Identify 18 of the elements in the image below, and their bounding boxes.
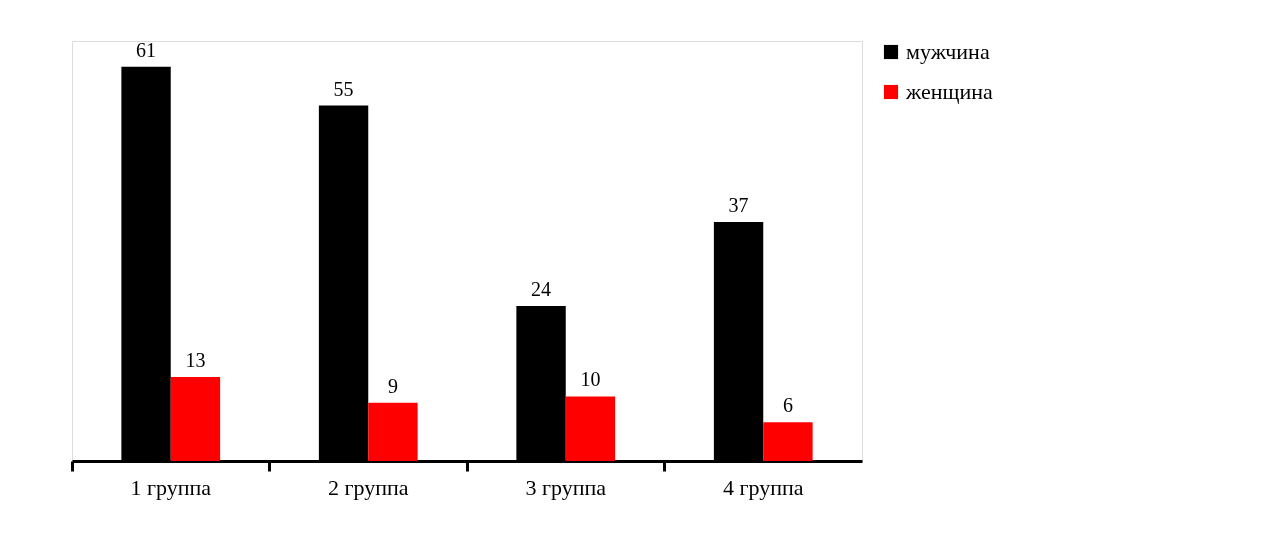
- bar: [170, 377, 221, 461]
- bar: [763, 422, 813, 461]
- data-label: 9: [387, 374, 398, 397]
- x-tick-label: 3 группа: [525, 474, 607, 500]
- bar: [368, 402, 418, 461]
- legend-label: женщина: [905, 79, 993, 104]
- data-label: 10: [580, 368, 601, 391]
- data-label: 37: [728, 193, 749, 216]
- x-tick-label: 2 группа: [327, 474, 409, 500]
- bar: [565, 396, 616, 461]
- legend-label: мужчина: [906, 39, 990, 64]
- data-label: 55: [333, 77, 354, 100]
- data-label: 61: [136, 38, 157, 61]
- x-tick-label: 1 группа: [130, 474, 212, 500]
- data-label: 24: [531, 277, 552, 300]
- x-tick-label: 4 группа: [722, 474, 804, 500]
- data-label: 6: [782, 394, 793, 417]
- data-label: 13: [185, 349, 206, 371]
